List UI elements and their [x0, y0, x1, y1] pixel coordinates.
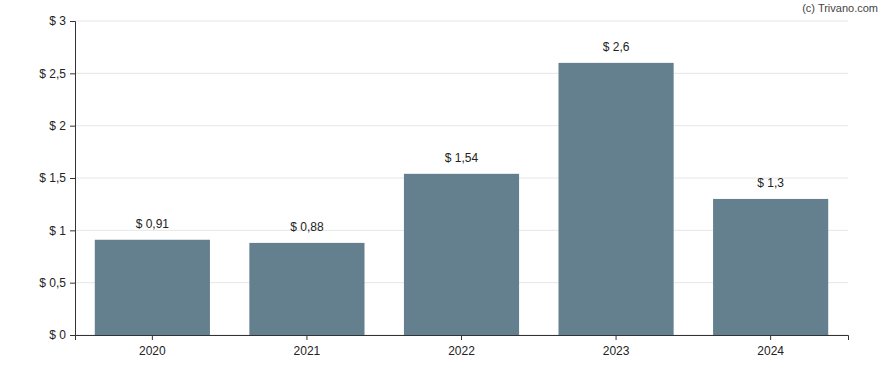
x-axis-line	[76, 336, 849, 341]
x-tick-mark	[152, 335, 153, 340]
bar	[249, 243, 364, 335]
data-label: $ 2,6	[603, 40, 630, 54]
x-tick-label: 2020	[139, 344, 166, 358]
y-tick-label: $ 0,5	[39, 276, 66, 290]
x-tick-label: 2023	[603, 344, 630, 358]
x-tick: 2021	[294, 335, 321, 358]
x-tick-mark	[306, 335, 307, 340]
y-tick-mark	[70, 283, 75, 284]
x-axis: 2020 2021 2022 2023 2024	[76, 335, 849, 358]
y-tick-label: $ 1	[49, 224, 66, 238]
x-tick-label: 2021	[294, 344, 321, 358]
x-tick-label: 2024	[757, 344, 784, 358]
data-label: $ 1,3	[757, 176, 784, 190]
y-tick: $ 2	[49, 119, 75, 133]
x-tick-label: 2022	[448, 344, 475, 358]
x-tick-mark	[616, 335, 617, 340]
data-labels: $ 0,91 $ 0,88 $ 1,54 $ 2,6 $ 1,3	[136, 40, 785, 234]
grid	[75, 21, 848, 335]
bar	[95, 240, 210, 335]
bar	[404, 174, 519, 335]
y-tick: $ 1,5	[39, 171, 75, 185]
y-tick-mark	[70, 230, 75, 231]
y-tick: $ 0,5	[39, 276, 75, 290]
x-tick: 2024	[757, 335, 784, 358]
y-tick-mark	[70, 335, 75, 336]
y-tick-label: $ 2,5	[39, 67, 66, 81]
data-label: $ 1,54	[445, 151, 479, 165]
y-tick-label: $ 2	[49, 119, 66, 133]
annotation: (c) Trivano.com	[802, 2, 878, 14]
y-tick-mark	[70, 178, 75, 179]
grid-line	[75, 73, 848, 74]
y-tick-label: $ 0	[49, 328, 66, 342]
y-tick: $ 1	[49, 224, 75, 238]
chart: $ 0$ 0,5$ 1$ 1,5$ 2$ 2,5$ 32020202120222…	[0, 0, 888, 370]
x-tick: 2020	[139, 335, 166, 358]
y-axis: $ 0 $ 0,5 $ 1 $ 1,5 $ 2 $ 2,5 $ 3	[39, 14, 75, 342]
grid-line	[75, 21, 848, 22]
bar	[558, 63, 673, 335]
x-tick: 2023	[603, 335, 630, 358]
bar	[713, 199, 828, 335]
y-tick-label: $ 3	[49, 14, 66, 28]
y-tick-mark	[70, 21, 75, 22]
grid-line	[75, 125, 848, 126]
y-tick: $ 3	[49, 14, 75, 28]
y-tick-label: $ 1,5	[39, 171, 66, 185]
y-tick: $ 2,5	[39, 67, 75, 81]
y-tick: $ 0	[49, 328, 75, 342]
data-label: $ 0,88	[290, 220, 324, 234]
y-tick-mark	[70, 126, 75, 127]
data-label: $ 0,91	[136, 217, 170, 231]
bars	[95, 63, 828, 335]
x-tick: 2022	[448, 335, 475, 358]
y-tick-mark	[70, 73, 75, 74]
x-tick-mark	[770, 335, 771, 340]
plot: $ 0$ 0,5$ 1$ 1,5$ 2$ 2,5$ 32020202120222…	[39, 14, 848, 357]
x-tick-mark	[461, 335, 462, 340]
y-axis-line	[70, 22, 76, 336]
